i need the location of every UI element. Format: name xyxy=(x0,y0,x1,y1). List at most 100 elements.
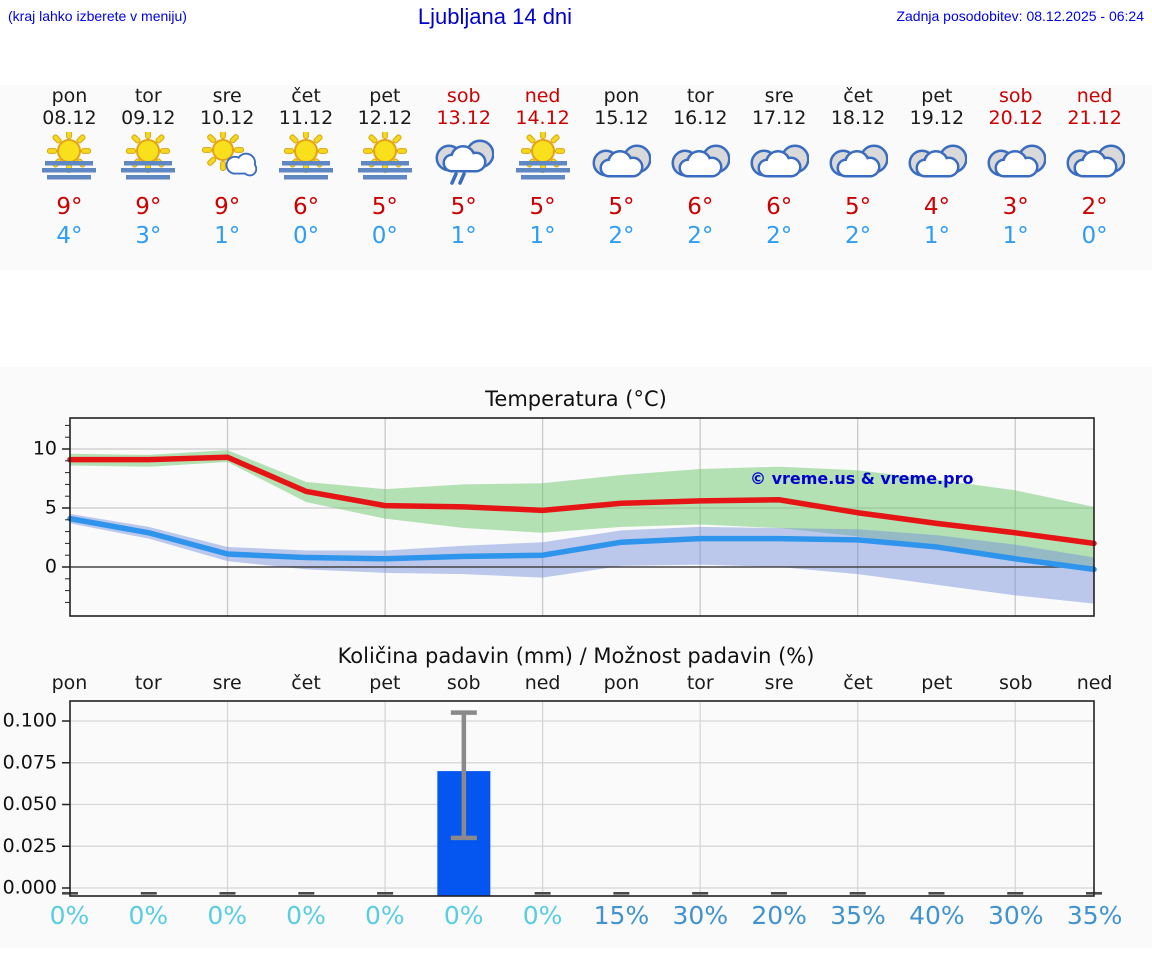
precipitation-chart: 0.000 0.025 0.050 0.075 0.100 xyxy=(0,700,1152,900)
svg-text:0.100: 0.100 xyxy=(3,710,57,732)
location-hint: (kraj lahko izberete v meniju) xyxy=(8,8,187,24)
day-date: 14.12 xyxy=(515,107,570,129)
forecast-day-column: ned 21.12 2° 0° xyxy=(1055,85,1134,270)
low-temperature: 2° xyxy=(608,223,635,249)
precip-day-label: pet xyxy=(921,672,953,694)
forecast-day-column: pon 08.12 9° 4° xyxy=(30,85,109,270)
cloud-icon xyxy=(897,129,976,190)
high-temperature: 3° xyxy=(1002,194,1029,220)
precip-probability: 0% xyxy=(49,901,90,930)
forecast-strip: pon 08.12 9° 4° tor 09.12 9° 3° sre 10.12 9° 1° č… xyxy=(0,85,1152,270)
low-temperature: 1° xyxy=(450,223,477,249)
precip-day-label: pet xyxy=(369,672,401,694)
sun-cloud-icon xyxy=(188,129,267,190)
precip-probability: 35% xyxy=(1066,901,1123,930)
precip-day-label: sre xyxy=(212,672,242,694)
day-date: 10.12 xyxy=(199,107,255,129)
temperature-chart-title: Temperatura (°C) xyxy=(485,387,667,411)
svg-text:0: 0 xyxy=(45,556,57,578)
day-name: ned xyxy=(1076,85,1113,107)
low-temperature: 1° xyxy=(923,223,950,249)
day-date: 12.12 xyxy=(357,107,413,129)
low-temperature: 1° xyxy=(1002,223,1029,249)
low-temperature: 3° xyxy=(135,223,162,249)
forecast-days-row: pon 08.12 9° 4° tor 09.12 9° 3° sre 10.12 9° 1° č… xyxy=(30,85,1134,270)
temperature-chart: 0 5 10 © vreme.us & vreme.pro xyxy=(0,417,1152,621)
fog-sun-icon xyxy=(503,129,582,190)
high-temperature: 6° xyxy=(292,194,320,220)
precip-probability: 20% xyxy=(751,901,807,930)
cloud-icon xyxy=(740,129,819,190)
precip-day-label: pon xyxy=(603,672,640,694)
precip-day-labels-row: pon tor sre čet pet sob ned pon tor sre čet pet sob n… xyxy=(30,672,1134,696)
high-temperature: 9° xyxy=(56,194,83,220)
forecast-day-column: sre 10.12 9° 1° xyxy=(188,85,267,270)
precip-day-label: tor xyxy=(134,672,162,694)
forecast-day-column: sre 17.12 6° 2° xyxy=(740,85,819,270)
day-date: 20.12 xyxy=(988,107,1043,129)
high-temperature: 5° xyxy=(371,194,398,220)
forecast-day-column: tor 16.12 6° 2° xyxy=(661,85,740,270)
fog-sun-icon xyxy=(109,129,188,190)
watermark-link[interactable]: © vreme.us & vreme.pro xyxy=(750,469,973,488)
svg-text:0.075: 0.075 xyxy=(3,751,57,773)
precip-probability: 0% xyxy=(522,901,563,930)
day-name: čet xyxy=(291,85,321,107)
precip-day-label: ned xyxy=(524,672,561,694)
high-temperature: 5° xyxy=(450,194,477,220)
precip-probability: 0% xyxy=(286,901,326,930)
day-date: 19.12 xyxy=(909,107,965,129)
svg-text:5: 5 xyxy=(45,497,57,519)
forecast-day-column: pon 15.12 5° 2° xyxy=(582,85,661,270)
day-date: 09.12 xyxy=(121,107,176,129)
precip-probability: 35% xyxy=(830,901,886,930)
precip-probability: 0% xyxy=(128,901,169,930)
forecast-day-column: tor 09.12 9° 3° xyxy=(109,85,188,270)
day-date: 11.12 xyxy=(278,107,334,129)
low-temperature: 2° xyxy=(687,223,714,249)
svg-text:0.000: 0.000 xyxy=(3,877,57,899)
precip-day-label: pon xyxy=(51,672,88,694)
forecast-day-column: čet 18.12 5° 2° xyxy=(819,85,898,270)
high-temperature: 9° xyxy=(214,194,241,220)
fog-sun-icon xyxy=(30,129,109,190)
svg-text:0.025: 0.025 xyxy=(3,835,57,857)
day-date: 17.12 xyxy=(751,107,807,129)
high-temperature: 5° xyxy=(608,194,635,220)
low-temperature: 1° xyxy=(529,223,556,249)
day-name: tor xyxy=(686,85,714,107)
precip-day-label: tor xyxy=(686,672,714,694)
cloud-icon xyxy=(1055,129,1134,190)
high-temperature: 4° xyxy=(923,194,950,220)
low-temperature: 4° xyxy=(56,223,83,249)
day-name: čet xyxy=(843,85,873,107)
high-temperature: 9° xyxy=(135,194,162,220)
high-temperature: 5° xyxy=(529,194,556,220)
forecast-day-column: pet 19.12 4° 1° xyxy=(897,85,976,270)
day-date: 15.12 xyxy=(594,107,649,129)
fog-sun-icon xyxy=(345,129,424,190)
high-temperature: 5° xyxy=(844,194,872,220)
precip-probability: 0% xyxy=(443,901,484,930)
day-date: 08.12 xyxy=(42,107,97,129)
day-name: sre xyxy=(212,85,242,107)
low-temperature: 0° xyxy=(292,223,320,249)
day-name: tor xyxy=(134,85,162,107)
high-temperature: 2° xyxy=(1081,194,1108,220)
high-temperature: 6° xyxy=(687,194,714,220)
day-name: pon xyxy=(51,85,88,107)
low-temperature: 0° xyxy=(1081,223,1108,249)
svg-text:10: 10 xyxy=(33,438,57,460)
day-date: 21.12 xyxy=(1067,107,1122,129)
precipitation-chart-title: Količina padavin (mm) / Možnost padavin … xyxy=(337,644,815,668)
day-name: pet xyxy=(921,85,953,107)
precip-probability: 30% xyxy=(987,901,1044,930)
cloud-icon xyxy=(661,129,740,190)
forecast-day-column: pet 12.12 5° 0° xyxy=(345,85,424,270)
rain-cloud-icon xyxy=(424,129,503,190)
low-temperature: 2° xyxy=(766,223,793,249)
precip-probability: 40% xyxy=(909,901,965,930)
fog-sun-icon xyxy=(267,129,346,190)
day-date: 13.12 xyxy=(436,107,491,129)
precip-day-label: čet xyxy=(843,672,873,694)
